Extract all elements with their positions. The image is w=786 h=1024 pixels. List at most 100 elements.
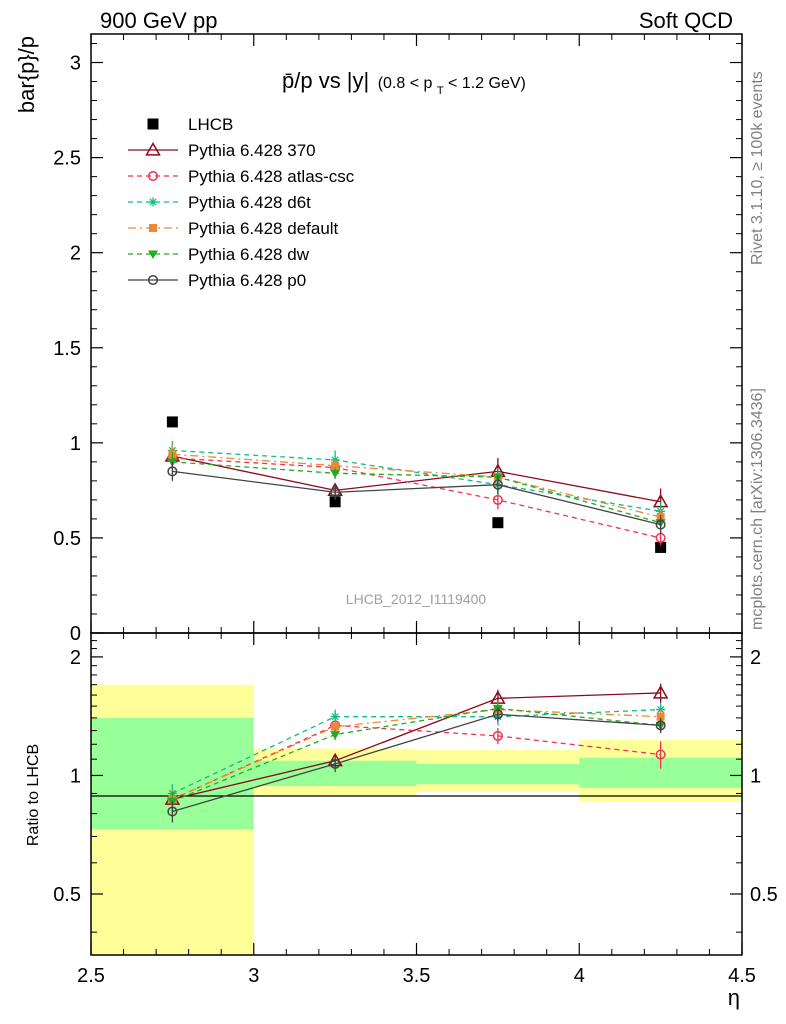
header-left: 900 GeV pp [100, 8, 217, 33]
ratio-xtick-label: 4 [574, 965, 585, 987]
p370-line [172, 692, 661, 800]
main-axes: 0 0.5 1 1.5 2 2.5 3 [53, 34, 743, 645]
ratio-ytick-label: 2 [70, 647, 81, 669]
header-right: Soft QCD [639, 8, 733, 33]
legend-label-atlas: Pythia 6.428 atlas-csc [188, 167, 355, 186]
d6t-point [656, 705, 666, 715]
main-ytick-label: 2.5 [53, 148, 81, 170]
p0-point [492, 709, 503, 720]
legend-entry-p0: Pythia 6.428 p0 [128, 271, 306, 290]
p0-point [330, 487, 341, 498]
main-ylabel: bar{p}/p [14, 36, 39, 113]
main-series-layer [164, 416, 669, 553]
ratio-ytick-label-right: 1 [750, 765, 761, 787]
ratio-ytick-label: 1 [70, 765, 81, 787]
watermark: LHCB_2012_I1119400 [346, 591, 487, 607]
ratio-ytick-label: 0.5 [53, 884, 81, 906]
legend-entry-dw: Pythia 6.428 dw [128, 245, 310, 264]
legend-marker-data [147, 118, 159, 130]
default-line [172, 453, 661, 518]
legend-entry-data: LHCB [147, 115, 233, 134]
data-point [492, 517, 504, 529]
p0-point [330, 758, 341, 769]
data-point [655, 541, 667, 553]
ratio-axes: 0.5 0.5 1 1 2 2 2.5 3 3.5 4 4.5 [53, 633, 778, 987]
legend-marker-dw [148, 250, 158, 259]
main-series-atlas [167, 448, 666, 546]
legend-marker-atlas [147, 170, 159, 182]
legend-marker-p370 [145, 141, 161, 156]
default-point [331, 461, 340, 470]
legend-marker-p0 [147, 274, 159, 286]
main-series-p0 [167, 461, 666, 535]
legend-label-default: Pythia 6.428 default [188, 219, 339, 238]
rivet-label: Rivet 3.1.10, ≥ 100k events [749, 71, 766, 265]
legend-label-d6t: Pythia 6.428 d6t [188, 193, 311, 212]
d6t-point [330, 712, 340, 722]
dw-point [330, 469, 341, 479]
d6t-line [172, 449, 661, 512]
ratio-series-layer [164, 683, 669, 823]
ratio-xtick-label: 2.5 [77, 965, 105, 987]
main-ytick-label: 1 [70, 433, 81, 455]
ratio-ytick-label-right: 0.5 [750, 884, 778, 906]
legend-entry-d6t: Pythia 6.428 d6t [128, 193, 311, 212]
default-point [331, 722, 340, 731]
ratio-ytick-label-right: 2 [750, 647, 761, 669]
ratio-xtick-label: 3 [248, 965, 259, 987]
default-point [656, 712, 665, 721]
main-ytick-label: 0 [70, 623, 81, 645]
main-ytick-label: 2 [70, 243, 81, 265]
d6t-line [172, 708, 661, 795]
main-ytick-label: 3 [70, 53, 81, 75]
main-panel: 0 0.5 1 1.5 2 2.5 3 bar{p}/p p̄/p vs |y| (0.8 … [14, 33, 743, 645]
main-ytick-label: 0.5 [53, 528, 81, 550]
legend-marker-default [149, 224, 157, 232]
p0-line [172, 713, 661, 813]
ratio-ylabel: Ratio to LHCB [25, 744, 42, 846]
ratio-xtick-label: 3.5 [403, 965, 431, 987]
main-title-cut: (0.8 < p [378, 75, 433, 92]
p0-point [167, 466, 178, 477]
ratio-series-p0 [167, 707, 666, 823]
dw-point [330, 731, 341, 740]
ratio-panel: 0.5 0.5 1 1 2 2 2.5 3 3.5 4 4.5 Ratio to LHCB η [25, 632, 778, 1010]
data-point [166, 416, 178, 428]
legend: LHCB Pythia 6.428 370 Pythia 6.428 atlas-c… [128, 115, 355, 290]
dw-line [172, 461, 661, 524]
legend-label-p0: Pythia 6.428 p0 [188, 271, 306, 290]
p370-point [652, 684, 669, 699]
ratio-xlabel: η [728, 985, 740, 1010]
p370-line [172, 455, 661, 503]
p0-point [167, 806, 178, 817]
p0-point [655, 519, 666, 530]
main-title-cut-end: < 1.2 GeV) [448, 75, 526, 92]
main-series-default [168, 444, 665, 525]
legend-entry-default: Pythia 6.428 default [128, 219, 339, 238]
ratio-xtick-label: 4.5 [728, 965, 756, 987]
legend-marker-d6t [148, 197, 158, 207]
atlas-point [655, 749, 666, 760]
main-title-cut-sub: T [437, 85, 444, 97]
p0-line [172, 470, 661, 526]
main-series-data [166, 416, 667, 553]
legend-label-p370: Pythia 6.428 370 [188, 141, 316, 160]
atlas-line [172, 457, 661, 539]
main-title: p̄/p vs |y| (0.8 < p T < 1.2 GeV) [282, 68, 526, 98]
main-series-dw [167, 452, 666, 531]
main-title-text: p̄/p vs |y| [282, 68, 369, 93]
ratio-band-inner [416, 763, 580, 785]
legend-label-data: LHCB [188, 115, 233, 134]
atlas-point [492, 730, 503, 741]
atlas-line [172, 724, 661, 800]
p0-point [655, 720, 666, 731]
legend-label-dw: Pythia 6.428 dw [188, 245, 310, 264]
main-ytick-label: 1.5 [53, 338, 81, 360]
p0-point [492, 479, 503, 490]
ratio-bands [91, 684, 742, 955]
legend-entry-p370: Pythia 6.428 370 [128, 141, 316, 160]
mcplots-label: mcplots.cern.ch [arXiv:1306.3436] [749, 388, 766, 630]
data-point [329, 496, 341, 508]
legend-entry-atlas: Pythia 6.428 atlas-csc [128, 167, 355, 186]
